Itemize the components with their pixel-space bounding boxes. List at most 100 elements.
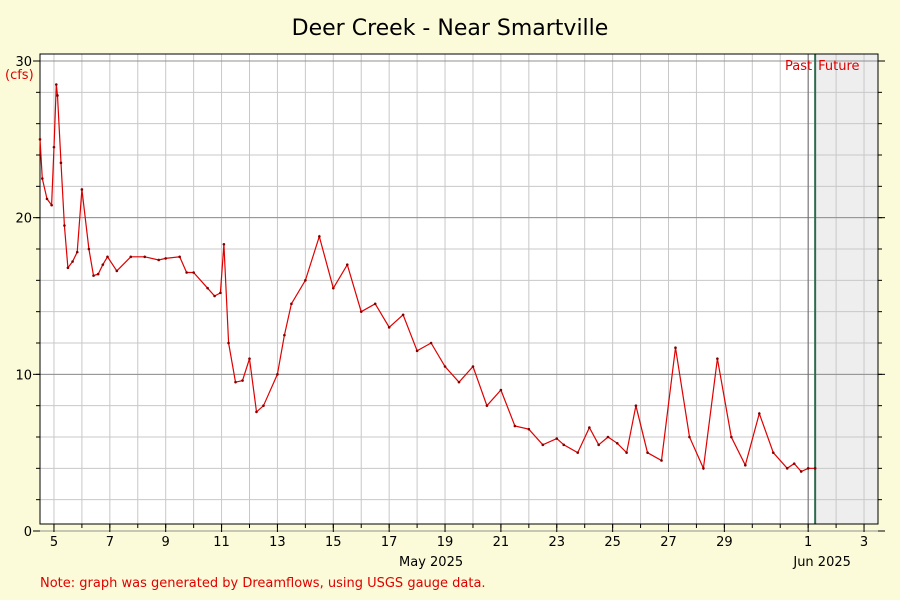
y-tick-label: 20	[15, 212, 32, 227]
x-tick-label: 29	[716, 535, 733, 550]
flow-data-point	[185, 271, 188, 274]
flow-data-point	[771, 451, 775, 454]
flow-data-point	[716, 357, 719, 360]
flow-data-point	[332, 286, 335, 290]
future-region	[815, 54, 878, 524]
flow-data-point	[59, 161, 63, 165]
future-label: Future	[818, 59, 859, 74]
flow-data-point	[387, 326, 391, 329]
flow-data-point	[485, 404, 489, 407]
flow-data-point	[443, 365, 447, 368]
flow-data-point	[792, 462, 796, 465]
flow-data-point	[597, 443, 600, 447]
x-tick-label: 5	[50, 535, 58, 550]
flow-data-point	[513, 424, 517, 428]
x-tick-label: 21	[493, 535, 510, 550]
flow-data-point	[799, 470, 803, 473]
x-tick-label: 7	[106, 535, 114, 550]
flow-data-point	[562, 443, 566, 447]
flow-data-point	[129, 255, 133, 259]
flow-data-point	[457, 380, 461, 384]
flow-data-point	[660, 459, 663, 462]
flow-data-point	[373, 302, 377, 306]
x-tick-label: 19	[437, 535, 454, 550]
flow-data-point	[401, 313, 405, 317]
flow-data-point	[38, 138, 42, 141]
x-tick-label: 9	[162, 535, 170, 550]
past-label: Past	[785, 59, 812, 74]
flow-data-point	[75, 250, 79, 254]
x-tick-label: 1	[804, 535, 812, 550]
plot-background	[40, 54, 878, 524]
flow-data-point	[345, 263, 349, 266]
flow-data-point	[50, 203, 53, 207]
flow-data-point	[227, 341, 230, 345]
chart-title: Deer Creek - Near Smartville	[292, 16, 609, 41]
flow-data-point	[192, 271, 195, 274]
x-tick-label: 27	[660, 535, 677, 550]
flow-data-point	[283, 333, 286, 337]
flow-data-point	[576, 451, 580, 454]
flow-data-point	[429, 341, 433, 345]
flow-data-point	[744, 463, 747, 467]
flow-data-point	[157, 258, 161, 262]
flow-data-point	[555, 437, 559, 440]
flow-data-point	[164, 257, 167, 260]
x-tick-label: 17	[381, 535, 398, 550]
flow-data-point	[178, 255, 181, 259]
flow-data-point	[56, 94, 59, 97]
flow-data-point	[71, 260, 74, 263]
x-tick-label: 13	[269, 535, 286, 550]
flow-data-point	[87, 247, 91, 251]
y-tick-label: 10	[15, 368, 32, 383]
flow-data-point	[646, 451, 649, 454]
flow-data-point	[222, 243, 226, 246]
flow-data-point	[615, 441, 619, 445]
flow-data-point	[688, 435, 691, 439]
flow-data-point	[588, 426, 591, 429]
flow-data-point	[359, 310, 363, 313]
x-tick-label: 11	[213, 535, 230, 550]
flow-data-point	[54, 83, 58, 86]
flow-data-point	[45, 197, 49, 201]
flow-data-point	[318, 235, 321, 238]
flow-data-point	[471, 365, 475, 368]
flow-data-point	[813, 467, 817, 470]
flow-data-point	[41, 177, 44, 180]
flow-data-point	[304, 279, 307, 282]
flow-data-point	[206, 286, 209, 290]
plot-border	[39, 53, 879, 525]
x-month-label: May 2025	[399, 555, 463, 570]
flow-data-point	[52, 145, 56, 149]
flow-data-point	[625, 451, 628, 454]
y-tick-label: 30	[15, 55, 32, 70]
flow-data-point	[248, 357, 251, 360]
flow-data-point	[241, 379, 244, 382]
flow-data-point	[757, 412, 761, 415]
x-tick-label: 25	[604, 535, 621, 550]
flow-data-point	[634, 404, 638, 407]
flow-data-point	[255, 410, 258, 414]
flow-data-point	[219, 291, 222, 295]
flow-data-point	[80, 188, 84, 191]
flow-data-point	[806, 467, 810, 470]
flow-data-point	[785, 467, 789, 470]
flow-data-point	[115, 269, 119, 273]
flow-data-point	[143, 255, 147, 259]
flow-data-point	[527, 427, 531, 431]
flow-data-point	[674, 346, 677, 350]
flow-data-point	[276, 373, 279, 376]
flow-data-point	[96, 272, 100, 276]
footer-note: Note: graph was generated by Dreamflows,…	[40, 576, 486, 591]
flow-data-point	[290, 302, 293, 306]
flow-data-point	[101, 263, 105, 266]
flow-data-point	[66, 266, 70, 270]
x-tick-label: 3	[860, 535, 868, 550]
x-tick-label: 23	[548, 535, 565, 550]
flow-data-point	[730, 435, 733, 439]
flow-data-point	[606, 435, 610, 439]
flow-data-point	[541, 443, 545, 447]
flow-data-point	[415, 349, 419, 353]
